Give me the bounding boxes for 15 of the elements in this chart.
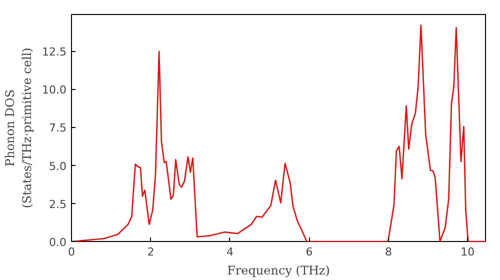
x-tick-label: 10: [460, 246, 475, 258]
y-tick-label: 5.0: [49, 160, 67, 173]
y-tick-label: 0.0: [49, 236, 67, 249]
y-tick-label: 12.5: [42, 46, 67, 59]
x-tick-label: 6: [306, 246, 313, 258]
x-tick-label: 4: [226, 246, 234, 258]
y-tick-label: 7.5: [49, 122, 67, 135]
x-tick-label: 8: [384, 246, 392, 258]
x-axis-title: Frequency (THz): [227, 264, 330, 278]
y-tick-label: 10.0: [42, 84, 67, 97]
line-series: [72, 24, 486, 242]
x-tick-label: 0: [68, 246, 75, 258]
y-tick-label: 2.5: [49, 198, 67, 211]
x-tick-label: 2: [147, 246, 154, 258]
y-axis-title: Phonon DOS (States/THz·primitive cell): [3, 48, 34, 208]
